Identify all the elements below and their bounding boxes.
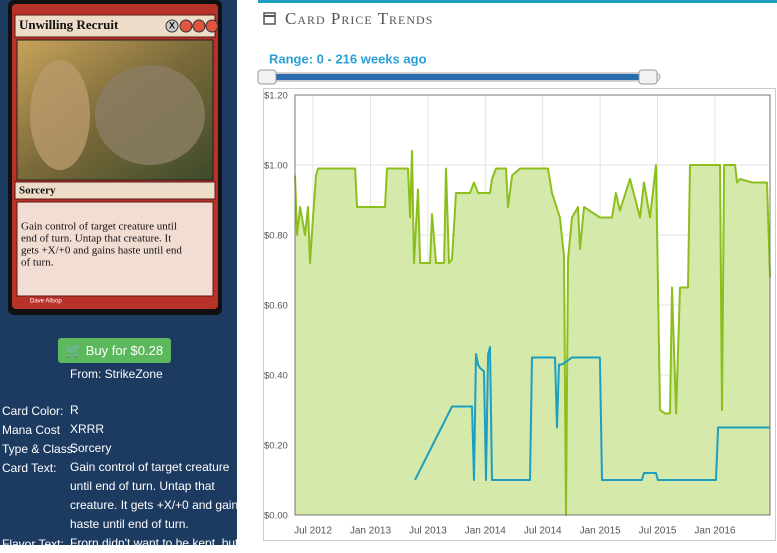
text-box xyxy=(16,201,214,297)
art-figure xyxy=(95,65,205,165)
detail-value-line: Sorcery xyxy=(70,441,112,455)
detail-label: Type & Class: xyxy=(2,442,77,456)
x-tick-label: Jul 2013 xyxy=(409,526,447,537)
detail-value: Frorn didn't want to be kept, but xyxy=(70,534,238,553)
detail-value-line: creature. It gets +X/+0 and gains xyxy=(70,498,245,512)
mana-symbol xyxy=(179,19,193,33)
detail-value-line: until end of turn. Untap that xyxy=(70,479,215,493)
type-line: Sorcery xyxy=(19,185,56,197)
rules-line: of turn. xyxy=(21,257,54,269)
art-figure xyxy=(30,60,90,170)
detail-value-line: R xyxy=(70,403,79,417)
line xyxy=(294,150,771,516)
buy-button-label: Buy for $0.28 xyxy=(85,343,164,358)
area xyxy=(295,151,770,515)
detail-value-line: Gain control of target creature xyxy=(70,460,230,474)
detail-label: Flavor Text: xyxy=(2,537,64,551)
line xyxy=(414,346,770,481)
x-tick-label: Jan 2014 xyxy=(465,526,507,537)
detail-value: R xyxy=(70,401,79,420)
detail-value-line: XRRR xyxy=(70,422,105,436)
rules-line: Gain control of target creature until xyxy=(21,221,177,233)
detail-value-line: haste until end of turn. xyxy=(70,517,189,531)
mana-symbol xyxy=(165,19,179,33)
detail-label: Mana Cost xyxy=(2,423,61,437)
y-tick-label: $0.60 xyxy=(264,301,288,312)
cart-icon: 🛒 xyxy=(65,343,83,358)
seller: From: StrikeZone xyxy=(70,367,163,381)
mana-symbol xyxy=(205,19,219,33)
x-tick-label: Jul 2015 xyxy=(639,526,677,537)
detail-value: XRRR xyxy=(70,420,104,439)
slider-handle[interactable] xyxy=(638,69,658,85)
y-tick-label: $1.20 xyxy=(264,91,288,102)
mana-symbol-text: X xyxy=(169,20,175,30)
section-title: Card Price Trends xyxy=(285,9,433,28)
artist: Dave Allsop xyxy=(30,299,62,305)
detail-value-line: Frorn didn't want to be kept, but xyxy=(70,536,239,550)
y-tick-label: $0.20 xyxy=(264,441,288,452)
range-label: Range: 0 - 216 weeks ago xyxy=(269,51,427,66)
x-tick-label: Jul 2012 xyxy=(294,526,332,537)
card-panel: Unwilling Recruit X Sorcery Gain control… xyxy=(0,0,244,551)
x-tick-label: Jan 2016 xyxy=(694,526,736,537)
top-rule xyxy=(258,0,777,3)
type-bar xyxy=(14,181,216,200)
x-tick-label: Jan 2015 xyxy=(580,526,622,537)
rules-line: gets +X/+0 and gains haste until end xyxy=(21,245,182,257)
calendar-icon xyxy=(263,12,276,25)
rules-text: Gain control of target creature untilend… xyxy=(21,221,182,269)
y-tick-label: $1.00 xyxy=(264,161,288,172)
card-image: Unwilling Recruit X Sorcery Gain control… xyxy=(8,0,222,315)
plot-border xyxy=(294,94,771,516)
card-name: Unwilling Recruit xyxy=(19,17,119,32)
buy-button[interactable]: 🛒 Buy for $0.28 xyxy=(58,338,171,363)
y-tick-label: $0.80 xyxy=(264,231,288,242)
y-tick-label: $0.40 xyxy=(264,371,288,382)
y-tick-label: $0.00 xyxy=(264,511,288,522)
rules-line: end of turn. Untap that creature. It xyxy=(21,233,171,245)
plot: Jul 2012 Jan 2013 Jul 2013 Jan 2014 Jul 2014… xyxy=(264,91,771,537)
detail-value: Gain control of target creature until end… xyxy=(70,458,244,534)
slider-handle[interactable] xyxy=(257,69,277,85)
detail-label: Card Text: xyxy=(2,461,57,475)
detail-label: Card Color: xyxy=(2,404,64,418)
price-panel: Card Price Trends Range: 0 - 216 weeks a… xyxy=(238,0,777,545)
slider-range xyxy=(268,74,650,80)
x-tick-label: Jan 2013 xyxy=(350,526,392,537)
chart: Card Price Trends Range: 0 - 216 weeks a… xyxy=(257,0,777,541)
x-tick-label: Jul 2014 xyxy=(524,526,562,537)
detail-value: Sorcery xyxy=(70,439,111,458)
mana-symbol xyxy=(192,19,206,33)
